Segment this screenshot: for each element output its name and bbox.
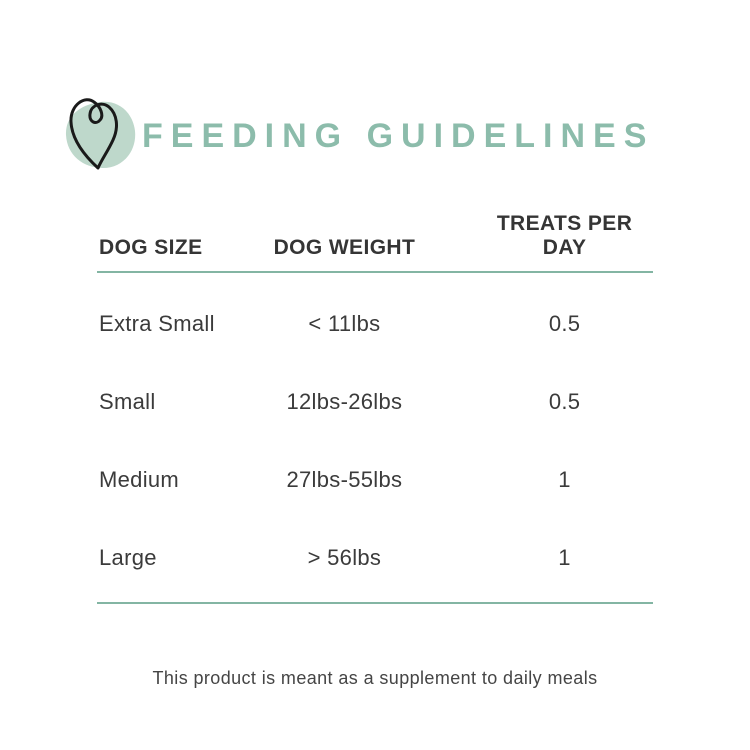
table-row: Medium 27lbs-55lbs 1 <box>97 441 653 519</box>
table-row: Small 12lbs-26lbs 0.5 <box>97 363 653 441</box>
cell-treats-per-day: 1 <box>558 545 571 570</box>
heart-outline-shape <box>69 98 118 170</box>
cell-dog-weight: 12lbs-26lbs <box>286 389 403 414</box>
cell-dog-weight: > 56lbs <box>307 545 382 570</box>
column-header-dog-size: DOG SIZE <box>99 236 203 259</box>
cell-dog-size: Medium <box>99 467 180 492</box>
cell-treats-per-day: 0.5 <box>548 311 581 336</box>
supplement-note: This product is meant as a supplement to… <box>152 668 598 688</box>
table-header-row: DOG SIZE DOG WEIGHT TREATS PER DAY <box>97 212 653 273</box>
cell-dog-weight: < 11lbs <box>308 311 381 336</box>
cell-dog-size: Large <box>99 545 157 570</box>
heart-doodle-icon <box>65 98 136 170</box>
column-header-treats-per-day: TREATS PER DAY <box>496 212 633 259</box>
cell-treats-per-day: 1 <box>558 467 571 492</box>
table-body: Extra Small < 11lbs 0.5 Small 12lbs-26lb… <box>97 273 653 604</box>
cell-dog-size: Small <box>99 389 156 414</box>
column-header-dog-weight: DOG WEIGHT <box>273 236 416 259</box>
feeding-guidelines-table: DOG SIZE DOG WEIGHT TREATS PER DAY Extra… <box>97 212 653 604</box>
table-row: Large > 56lbs 1 <box>97 519 653 597</box>
cell-dog-size: Extra Small <box>99 311 215 336</box>
table-row: Extra Small < 11lbs 0.5 <box>97 285 653 363</box>
cell-treats-per-day: 0.5 <box>548 389 581 414</box>
page-title: FEEDING GUIDELINES <box>142 117 655 155</box>
cell-dog-weight: 27lbs-55lbs <box>286 467 403 492</box>
